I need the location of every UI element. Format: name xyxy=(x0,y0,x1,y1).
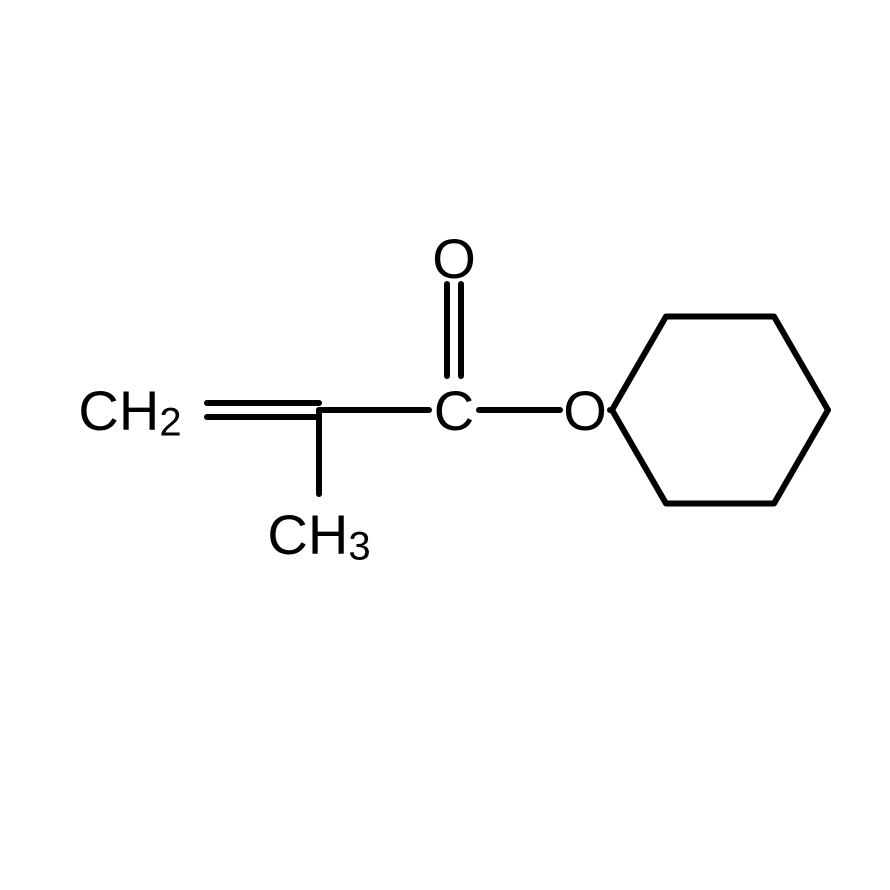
odbl-label: O xyxy=(432,227,476,290)
molecule-diagram: CH2CH3COO xyxy=(0,0,890,890)
c3-label: C xyxy=(434,379,474,442)
osng-label: O xyxy=(563,379,607,442)
